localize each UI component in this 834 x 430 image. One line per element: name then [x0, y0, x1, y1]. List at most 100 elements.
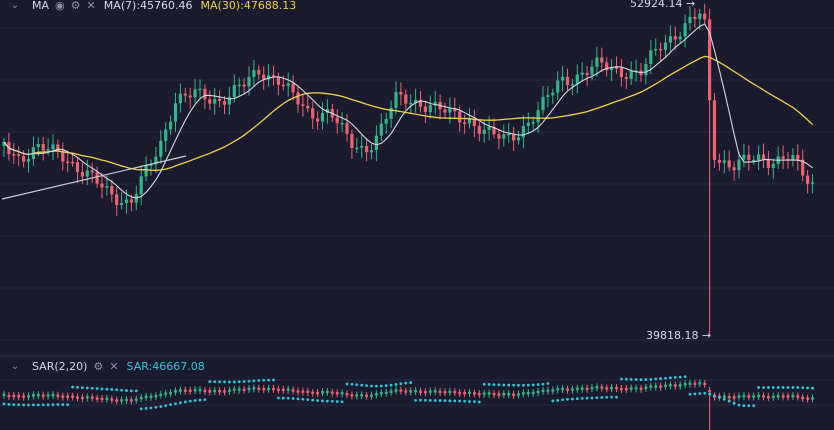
sar-dot [267, 378, 270, 382]
sar-dot [659, 377, 662, 381]
sar-bar [242, 385, 246, 394]
sar-dot [277, 396, 280, 400]
sar-dot [394, 383, 398, 386]
sar-bar [399, 386, 403, 395]
sar-dot [811, 386, 814, 390]
trend-line[interactable] [1, 155, 187, 200]
sar-dot [468, 400, 471, 403]
sar-bar [213, 386, 217, 395]
sar-bar [536, 388, 540, 397]
sar-bar [517, 390, 520, 399]
sar-bar [428, 387, 432, 396]
candle [340, 112, 344, 132]
candle [149, 159, 153, 176]
sar-dot [272, 378, 275, 382]
candle [565, 68, 570, 90]
sar-dot [796, 386, 800, 389]
sar-bar [453, 388, 457, 397]
sar-dot [169, 403, 173, 407]
sar-dot [771, 386, 775, 389]
sar-bar [786, 392, 790, 401]
sar-dot [453, 399, 457, 403]
gear-icon[interactable]: ⚙ [70, 0, 81, 12]
sar-dot [134, 389, 138, 393]
sar-dot [355, 383, 359, 387]
candle [443, 103, 447, 119]
candle [183, 87, 187, 103]
candle [502, 124, 506, 147]
sar-bar [811, 394, 814, 403]
candle [600, 47, 604, 72]
candle [712, 92, 717, 168]
sar-legend: ⌄ SAR(2,20) ⚙ ✕ SAR:46667.08 [0, 357, 205, 375]
candle [188, 87, 192, 109]
sar-bar [678, 381, 682, 390]
chevron-down-icon[interactable]: ⌄ [10, 360, 20, 372]
sar-bar [762, 392, 765, 401]
sar-dot [262, 378, 266, 382]
candle [144, 156, 148, 182]
close-icon[interactable]: ✕ [109, 359, 119, 373]
sar-bar [154, 392, 158, 401]
sar-bar [541, 386, 545, 395]
ma7-line [3, 23, 813, 199]
sar-bar [473, 389, 476, 398]
gear-icon[interactable]: ⚙ [93, 359, 104, 373]
sar-dot [149, 406, 153, 410]
sar-dot [673, 375, 677, 379]
sar-dot [326, 399, 329, 403]
sar-dot [399, 382, 403, 386]
sar-bar [482, 389, 486, 398]
sar-bar [330, 388, 334, 397]
candle [477, 121, 481, 142]
sar-dot [610, 395, 613, 399]
candle [423, 101, 427, 124]
sar-dot [76, 385, 79, 389]
sar-dot [203, 398, 207, 402]
candle [516, 130, 521, 145]
sar-dot [575, 397, 579, 401]
sar-bar [281, 385, 285, 394]
sar-dot [615, 395, 618, 399]
candle [252, 60, 256, 88]
sar-bar [600, 383, 604, 392]
candle [624, 72, 628, 89]
sar-dot [448, 399, 452, 403]
eye-icon[interactable]: ◉ [55, 0, 65, 12]
close-icon[interactable]: ✕ [86, 0, 96, 12]
sar-bar [90, 393, 94, 402]
candle [673, 26, 677, 50]
sar-bar [46, 391, 50, 400]
sar-bar [193, 386, 197, 395]
chevron-down-icon[interactable]: ⌄ [10, 0, 20, 11]
sar-bar [610, 384, 613, 393]
sar-dot [301, 397, 305, 401]
candle [561, 65, 565, 92]
candle [17, 146, 21, 166]
sar-bar [443, 388, 447, 397]
sar-dot [727, 399, 731, 403]
sar-dot [678, 375, 682, 379]
candle [433, 91, 437, 115]
candle [306, 95, 310, 113]
candle [752, 155, 756, 165]
sar-dot [644, 378, 648, 381]
sar-bar [477, 390, 481, 399]
sar-dot [281, 396, 285, 400]
sar-dot [561, 398, 564, 402]
sar-dot [752, 404, 756, 408]
sar-bar [41, 391, 45, 400]
candle [757, 145, 761, 171]
sar-dot [360, 383, 364, 387]
sar-bar [551, 386, 555, 395]
sar-bar [492, 390, 496, 399]
sar-dot [120, 388, 123, 392]
sar-dot [487, 383, 491, 386]
sar-bar [664, 381, 667, 390]
indicator-name: MA [32, 0, 50, 12]
candle [654, 38, 658, 56]
candle [12, 143, 16, 164]
candle [418, 91, 423, 113]
